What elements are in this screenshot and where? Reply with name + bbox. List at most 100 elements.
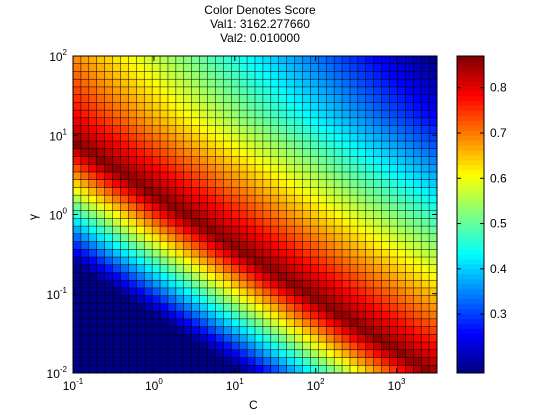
heatmap-cell <box>326 180 334 188</box>
heatmap-cell <box>184 79 192 87</box>
heatmap-cell <box>192 327 200 335</box>
heatmap-cell <box>334 265 342 273</box>
heatmap-cell <box>136 141 144 149</box>
heatmap-cell <box>160 211 168 219</box>
heatmap-cell <box>318 172 326 180</box>
heatmap-cell <box>136 102 144 110</box>
heatmap-cell <box>255 242 263 250</box>
heatmap-cell <box>128 164 136 172</box>
heatmap-cell <box>184 226 192 234</box>
heatmap-cell <box>128 187 136 195</box>
heatmap-cell <box>350 272 358 280</box>
heatmap-cell <box>295 342 303 350</box>
heatmap-cell <box>350 249 358 257</box>
colorbar-segment <box>457 338 484 343</box>
heatmap-cell <box>176 87 184 95</box>
heatmap-cell <box>382 350 390 358</box>
heatmap-cell <box>176 280 184 288</box>
heatmap-cell <box>89 350 97 358</box>
heatmap-cell <box>350 327 358 335</box>
heatmap-cell <box>318 265 326 273</box>
heatmap-cell <box>73 126 81 134</box>
heatmap-cell <box>105 64 113 72</box>
heatmap-cell <box>215 327 223 335</box>
heatmap-cell <box>295 280 303 288</box>
colorbar-segment <box>457 244 484 249</box>
heatmap-cell <box>200 226 208 234</box>
heatmap-cell <box>429 79 437 87</box>
heatmap-cell <box>421 195 429 203</box>
heatmap-cell <box>128 56 136 64</box>
heatmap-cell <box>231 249 239 257</box>
heatmap-cell <box>247 195 255 203</box>
colorbar-segment <box>457 264 484 269</box>
heatmap-cell <box>405 288 413 296</box>
heatmap-cell <box>263 87 271 95</box>
heatmap-cell <box>231 327 239 335</box>
heatmap-cell <box>374 342 382 350</box>
heatmap-cell <box>334 303 342 311</box>
heatmap-cell <box>208 319 216 327</box>
heatmap-cell <box>397 126 405 134</box>
heatmap-cell <box>168 56 176 64</box>
heatmap-cell <box>97 358 105 366</box>
heatmap-cell <box>382 141 390 149</box>
heatmap-cell <box>326 249 334 257</box>
heatmap-cell <box>89 172 97 180</box>
heatmap-cell <box>168 157 176 165</box>
heatmap-cell <box>342 280 350 288</box>
heatmap-cell <box>350 180 358 188</box>
heatmap-cell <box>120 126 128 134</box>
heatmap-cell <box>97 172 105 180</box>
heatmap-cell <box>223 157 231 165</box>
heatmap-cell <box>223 203 231 211</box>
heatmap-cell <box>160 110 168 118</box>
heatmap-cell <box>200 272 208 280</box>
heatmap-cell <box>326 242 334 250</box>
heatmap-cell <box>421 64 429 72</box>
heatmap-cell <box>168 226 176 234</box>
heatmap-cell <box>120 64 128 72</box>
heatmap-cell <box>81 365 89 373</box>
heatmap-cell <box>136 365 144 373</box>
heatmap-cell <box>326 311 334 319</box>
heatmap-cell <box>271 87 279 95</box>
heatmap-cell <box>397 79 405 87</box>
heatmap-cell <box>208 110 216 118</box>
heatmap-cell <box>89 118 97 126</box>
heatmap-cell <box>374 334 382 342</box>
heatmap-cell <box>231 56 239 64</box>
heatmap-cell <box>397 226 405 234</box>
heatmap-cell <box>287 126 295 134</box>
heatmap-cell <box>128 319 136 327</box>
colorbar-segment <box>457 348 484 353</box>
heatmap-cell <box>358 319 366 327</box>
heatmap-cell <box>302 56 310 64</box>
heatmap-cell <box>295 133 303 141</box>
heatmap-cell <box>192 311 200 319</box>
heatmap-cell <box>350 56 358 64</box>
heatmap-cell <box>105 157 113 165</box>
heatmap-cell <box>302 87 310 95</box>
heatmap-cell <box>223 350 231 358</box>
heatmap-cell <box>215 141 223 149</box>
heatmap-cell <box>382 319 390 327</box>
heatmap-cell <box>144 211 152 219</box>
heatmap-cell <box>239 303 247 311</box>
heatmap-cell <box>192 211 200 219</box>
heatmap-cell <box>358 350 366 358</box>
heatmap-cell <box>287 226 295 234</box>
heatmap-cell <box>318 327 326 335</box>
heatmap-cell <box>358 342 366 350</box>
heatmap-cell <box>271 203 279 211</box>
heatmap-cell <box>358 71 366 79</box>
heatmap-cell <box>160 141 168 149</box>
heatmap-cell <box>295 172 303 180</box>
heatmap-cell <box>120 319 128 327</box>
heatmap-cell <box>89 126 97 134</box>
heatmap-cell <box>160 272 168 280</box>
heatmap-cell <box>358 249 366 257</box>
heatmap-cell <box>168 257 176 265</box>
heatmap-cell <box>429 218 437 226</box>
heatmap-cell <box>223 71 231 79</box>
